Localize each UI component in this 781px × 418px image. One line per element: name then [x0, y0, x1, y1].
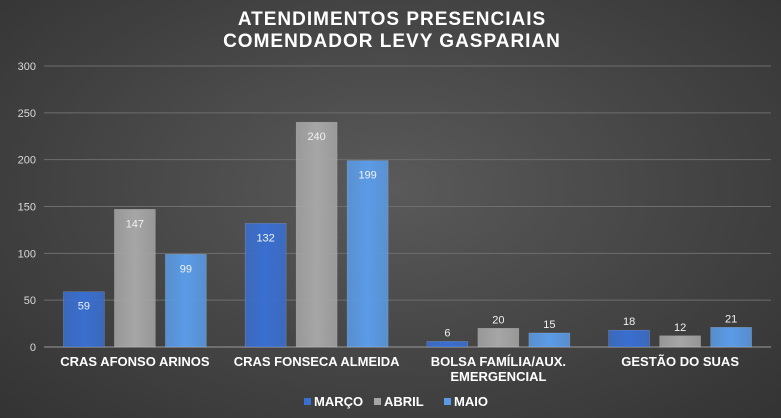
y-tick-label: 0: [30, 342, 36, 354]
x-category-label: CRAS AFONSO ARINOS: [60, 354, 210, 369]
legend-label: MARÇO: [314, 394, 363, 409]
legend[interactable]: MARÇO ABRIL MAIO: [304, 394, 488, 409]
gridlines: [44, 65, 771, 348]
data-label: 147: [126, 218, 144, 230]
bar-março[interactable]: [426, 341, 469, 348]
x-category-label: EMERGENCIAL: [450, 369, 546, 384]
data-label: 240: [307, 131, 325, 143]
bar-abril[interactable]: [295, 121, 338, 348]
y-tick-label: 200: [18, 155, 36, 167]
y-axis-ticks: 0 50 100 150 200 250 300: [18, 61, 36, 354]
data-label: 199: [358, 170, 376, 182]
y-tick-label: 300: [18, 61, 36, 73]
bar-maio[interactable]: [346, 160, 389, 348]
x-category-label: GESTÃO DO SUAS: [621, 354, 739, 369]
data-label: 132: [256, 232, 274, 244]
bar-março[interactable]: [608, 329, 650, 348]
data-labels: 59 147 99 132 240 199 6 20 15 18 12 21: [78, 131, 738, 339]
data-label: 12: [674, 322, 686, 334]
x-category-label: CRAS FONSECA ALMEIDA: [234, 354, 400, 369]
legend-item-março[interactable]: MARÇO: [304, 394, 363, 409]
data-label: 18: [623, 316, 635, 328]
chart-title-line: COMENDADOR LEVY GASPARIAN: [223, 31, 561, 52]
y-tick-label: 50: [24, 295, 36, 307]
legend-swatch: [304, 398, 311, 405]
bar-maio[interactable]: [710, 327, 752, 348]
legend-label: MAIO: [454, 394, 488, 409]
data-label: 21: [725, 313, 737, 325]
bar-abril[interactable]: [659, 335, 701, 348]
bar-março[interactable]: [244, 223, 287, 348]
legend-label: ABRIL: [384, 394, 424, 409]
legend-swatch: [374, 398, 381, 405]
chart-title-line: ATENDIMENTOS PRESENCIAIS: [238, 9, 546, 30]
y-tick-label: 250: [18, 108, 36, 120]
legend-item-maio[interactable]: MAIO: [444, 394, 488, 409]
x-category-label: BOLSA FAMÍLIA/AUX.: [431, 354, 566, 369]
data-label: 99: [180, 263, 192, 275]
bars: [63, 121, 752, 348]
bar-abril[interactable]: [114, 209, 156, 348]
bar-maio[interactable]: [165, 254, 207, 348]
y-tick-label: 100: [18, 248, 36, 260]
bar-março[interactable]: [63, 291, 105, 348]
x-axis-categories: CRAS AFONSO ARINOS CRAS FONSECA ALMEIDA BO…: [60, 354, 739, 384]
data-label: 15: [543, 319, 555, 331]
data-label: 6: [444, 327, 450, 339]
legend-item-abril[interactable]: ABRIL: [374, 394, 424, 409]
data-label: 20: [492, 314, 504, 326]
bar-maio[interactable]: [528, 332, 571, 348]
bar-abril[interactable]: [477, 328, 520, 348]
y-tick-label: 150: [18, 202, 36, 214]
data-label: 59: [78, 301, 90, 313]
legend-swatch: [444, 398, 451, 405]
